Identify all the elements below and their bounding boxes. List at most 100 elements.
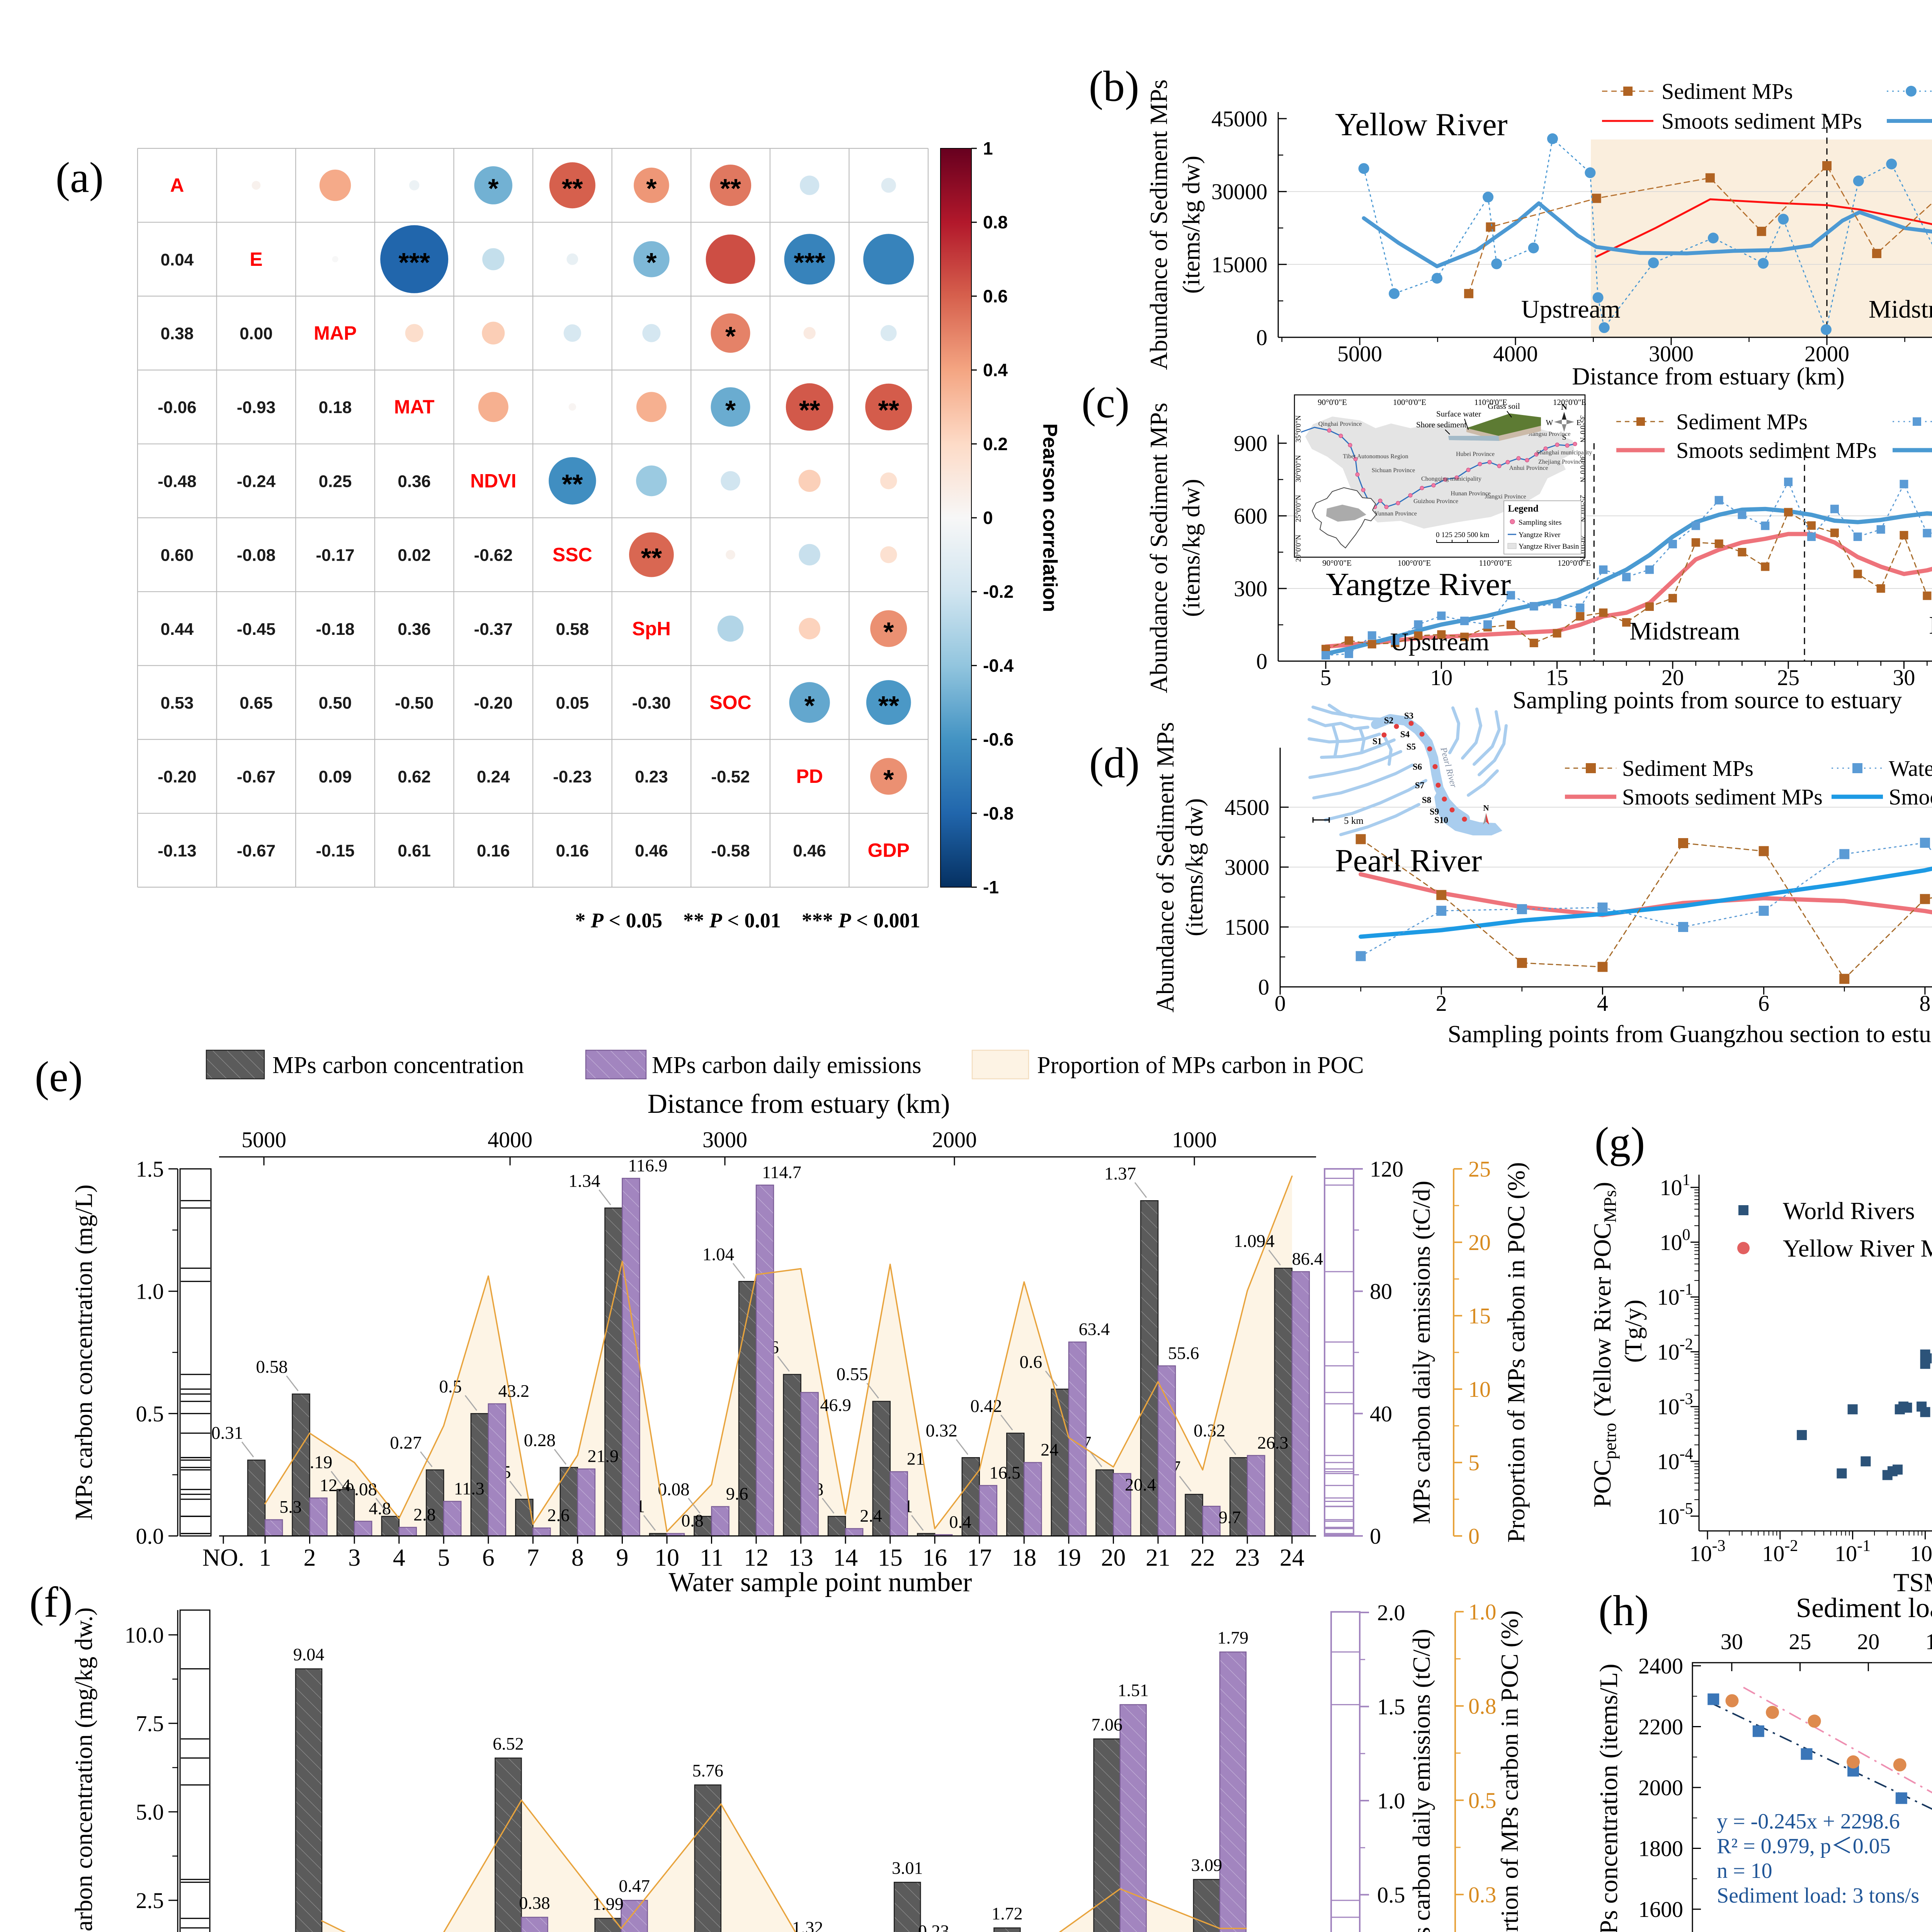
svg-text:Qinghai Province: Qinghai Province <box>1318 421 1362 427</box>
svg-text:8: 8 <box>1919 991 1930 1016</box>
svg-text:0.53: 0.53 <box>160 694 194 713</box>
svg-text:1.34: 1.34 <box>568 1171 600 1191</box>
svg-text:(items/kg dw): (items/kg dw) <box>1177 156 1205 294</box>
svg-text:Jiangxi Province: Jiangxi Province <box>1485 493 1526 500</box>
svg-text:Smoots sediment MPs: Smoots sediment MPs <box>1622 784 1823 810</box>
svg-text:5000: 5000 <box>242 1127 286 1152</box>
svg-text:10-3: 10-3 <box>1657 1390 1693 1419</box>
svg-text:86.4: 86.4 <box>1292 1249 1323 1269</box>
svg-text:10-4: 10-4 <box>1657 1445 1693 1474</box>
svg-text:0.47: 0.47 <box>619 1876 650 1896</box>
svg-text:0.28: 0.28 <box>524 1430 556 1451</box>
svg-text:Proportion of MPs carbon in PO: Proportion of MPs carbon in POC (%) <box>1502 1162 1530 1543</box>
svg-text:S2: S2 <box>1384 716 1393 725</box>
svg-text:2.4: 2.4 <box>860 1506 882 1526</box>
svg-text:POCpetro (Yellow River POCMPs): POCpetro (Yellow River POCMPs) <box>1588 1182 1620 1508</box>
svg-text:GDP: GDP <box>868 839 910 861</box>
svg-text:-0.18: -0.18 <box>316 620 354 639</box>
svg-text:15000: 15000 <box>1211 252 1267 277</box>
svg-text:(b): (b) <box>1089 63 1139 111</box>
svg-text:Distance from estuary (km): Distance from estuary (km) <box>1572 362 1845 390</box>
svg-text:0.36: 0.36 <box>398 620 431 639</box>
svg-text:Guizhou Province: Guizhou Province <box>1413 498 1458 505</box>
svg-text:110°0'0"E: 110°0'0"E <box>1479 558 1512 568</box>
svg-text:114.7: 114.7 <box>762 1162 801 1182</box>
svg-text:SSC: SSC <box>553 544 592 566</box>
svg-text:Yellow River MPs: Yellow River MPs <box>1783 1235 1932 1262</box>
svg-text:N: N <box>1483 803 1489 813</box>
svg-text:MPs carbon concentration: MPs carbon concentration <box>272 1052 524 1078</box>
svg-text:11.3: 11.3 <box>454 1479 485 1498</box>
svg-text:1800: 1800 <box>1638 1836 1683 1861</box>
svg-text:A: A <box>170 175 184 196</box>
svg-text:30000: 30000 <box>1211 179 1267 204</box>
svg-text:110°0'0"E: 110°0'0"E <box>1474 398 1507 407</box>
svg-text:300: 300 <box>1234 576 1267 601</box>
svg-text:0: 0 <box>1256 325 1267 350</box>
svg-text:4: 4 <box>1597 991 1608 1016</box>
svg-text:Chongqing municipality: Chongqing municipality <box>1421 476 1481 482</box>
svg-text:-0.24: -0.24 <box>237 472 276 491</box>
svg-text:2.6: 2.6 <box>548 1505 570 1525</box>
svg-text:21: 21 <box>1146 1544 1170 1571</box>
svg-text:Sichuan Province: Sichuan Province <box>1372 467 1415 474</box>
svg-text:10.0: 10.0 <box>125 1622 164 1648</box>
svg-text:MPs carbon concentration (mg/L: MPs carbon concentration (mg/L) <box>70 1184 97 1520</box>
svg-text:0.27: 0.27 <box>390 1433 422 1453</box>
svg-text:0.60: 0.60 <box>160 546 194 565</box>
svg-text:5000: 5000 <box>1337 341 1382 366</box>
svg-text:-0.4: -0.4 <box>983 655 1014 675</box>
svg-text:5: 5 <box>1468 1450 1480 1475</box>
svg-text:3.09: 3.09 <box>1191 1855 1223 1875</box>
svg-text:10: 10 <box>1468 1377 1491 1402</box>
svg-text:24: 24 <box>1041 1440 1058 1459</box>
svg-text:MPs carbon daily emissions (tC: MPs carbon daily emissions (tC/d) <box>1408 1181 1435 1524</box>
svg-text:10-5: 10-5 <box>1657 1500 1693 1529</box>
svg-text:S9: S9 <box>1430 807 1439 816</box>
svg-text:(a): (a) <box>56 154 104 202</box>
svg-text:90°0'0"E: 90°0'0"E <box>1322 558 1352 568</box>
svg-text:0.42: 0.42 <box>970 1396 1002 1416</box>
svg-text:0.58: 0.58 <box>556 620 589 639</box>
svg-text:20°0'0"N: 20°0'0"N <box>1294 534 1303 562</box>
svg-text:(d): (d) <box>1089 739 1140 787</box>
svg-text:Upstream: Upstream <box>1521 295 1621 323</box>
svg-text:1.094: 1.094 <box>1234 1231 1275 1251</box>
svg-text:-0.8: -0.8 <box>983 803 1014 823</box>
svg-text:100°0'0"E: 100°0'0"E <box>1398 558 1431 568</box>
svg-text:1.0: 1.0 <box>1377 1788 1405 1813</box>
svg-text:2000: 2000 <box>932 1127 977 1152</box>
svg-text:**: ** <box>641 543 662 573</box>
svg-text:Sampling points from source to: Sampling points from source to estuary <box>1513 686 1902 714</box>
svg-text:0.32: 0.32 <box>926 1420 957 1440</box>
svg-text:(f): (f) <box>29 1578 73 1626</box>
svg-text:0.04: 0.04 <box>160 250 194 269</box>
svg-text:25: 25 <box>1468 1156 1491 1182</box>
svg-text:Jiangsu Province: Jiangsu Province <box>1529 431 1571 437</box>
svg-text:-0.20: -0.20 <box>474 694 513 713</box>
svg-text:Sampling points from Guangzhou: Sampling points from Guangzhou section t… <box>1447 1020 1932 1048</box>
svg-text:(h): (h) <box>1599 1587 1649 1635</box>
svg-text:1.72: 1.72 <box>992 1903 1023 1923</box>
svg-text:S8: S8 <box>1422 795 1431 805</box>
svg-text:15: 15 <box>1925 1629 1932 1654</box>
svg-text:World Rivers: World Rivers <box>1783 1197 1915 1225</box>
svg-text:0.18: 0.18 <box>319 398 352 417</box>
svg-text:-0.58: -0.58 <box>711 841 750 860</box>
svg-text:0.23: 0.23 <box>635 767 668 786</box>
svg-text:22: 22 <box>1190 1544 1215 1571</box>
svg-text:20: 20 <box>1468 1230 1491 1255</box>
svg-text:21: 21 <box>907 1449 925 1469</box>
svg-text:0.38: 0.38 <box>519 1893 550 1913</box>
svg-text:***: *** <box>398 247 430 277</box>
svg-text:3.01: 3.01 <box>892 1858 923 1878</box>
svg-text:1.04: 1.04 <box>702 1244 734 1264</box>
svg-text:**: ** <box>878 395 899 425</box>
svg-text:-0.2: -0.2 <box>983 582 1014 602</box>
svg-text:Sediment load: 3 tons/s: Sediment load: 3 tons/s <box>1717 1884 1919 1908</box>
svg-text:Smoots sediment MPs: Smoots sediment MPs <box>1676 438 1877 463</box>
svg-text:0.65: 0.65 <box>240 694 273 713</box>
svg-text:10-2: 10-2 <box>1657 1335 1693 1364</box>
svg-text:15: 15 <box>878 1544 903 1571</box>
svg-text:0.0: 0.0 <box>136 1524 164 1549</box>
